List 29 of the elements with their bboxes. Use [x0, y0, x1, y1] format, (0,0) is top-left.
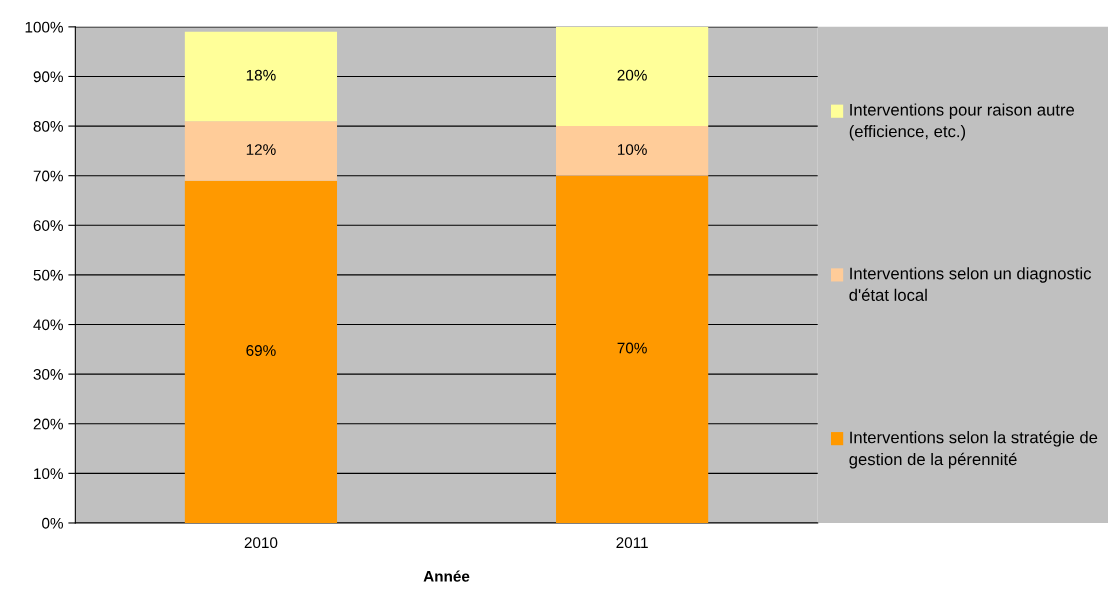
bar	[184, 31, 338, 122]
y-tick-label: 90%	[33, 71, 63, 83]
y-tick-label: 10%	[34, 468, 63, 480]
x-axis-title: Année	[423, 570, 470, 582]
y-tick-label: 40%	[33, 319, 63, 331]
bar	[184, 180, 338, 523]
x-tick-label: 2010	[244, 537, 278, 549]
bar	[556, 26, 709, 127]
y-tick-label: 50%	[33, 269, 63, 281]
data-label: 12%	[246, 144, 276, 155]
y-tick-label: 0%	[42, 517, 63, 529]
bar	[556, 175, 709, 523]
bar	[556, 126, 709, 176]
data-label: 18%	[246, 69, 276, 81]
data-label: 70%	[617, 342, 647, 354]
y-tick-label: 20%	[33, 418, 63, 430]
y-tick-label: 30%	[33, 369, 63, 380]
y-tick-label: 80%	[33, 120, 63, 132]
legend-label: Interventions pour raison autre (efficience, etc.)	[849, 103, 1075, 141]
data-label: 10%	[617, 144, 647, 155]
y-tick-label: 70%	[33, 170, 63, 182]
legend-label: Interventions selon un diagnostic d'état local	[849, 267, 1092, 301]
x-tick-label: 2011	[616, 537, 648, 549]
y-tick-label: 60%	[33, 220, 63, 231]
data-label: 69%	[246, 345, 276, 356]
data-label: 20%	[617, 69, 647, 81]
legend-label: Interventions selon la stratégie de gestion de la pérennité	[849, 430, 1098, 469]
y-tick-label: 100%	[25, 21, 63, 33]
bar	[184, 121, 338, 181]
